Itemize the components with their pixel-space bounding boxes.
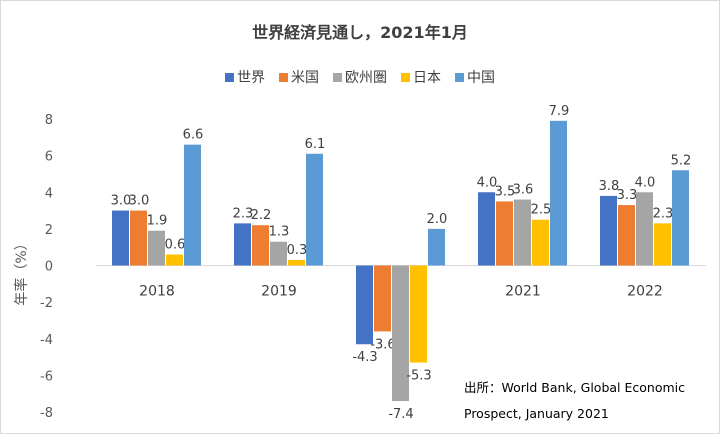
legend-swatch xyxy=(279,72,288,82)
data-label: 2.3 xyxy=(233,206,254,221)
legend-item-1: 米国 xyxy=(279,67,319,87)
y-tick-label: -8 xyxy=(40,406,53,421)
x-tick-label: 2022 xyxy=(627,284,663,300)
bar xyxy=(392,265,409,402)
y-tick-label: 2 xyxy=(45,223,53,238)
bar xyxy=(618,205,635,266)
y-tick-label: 0 xyxy=(45,260,53,275)
data-label: 0.3 xyxy=(287,243,308,258)
data-label: 4.0 xyxy=(477,175,498,190)
chart-legend: 世界 米国 欧州圏 日本 中国 xyxy=(1,67,719,87)
data-label: 3.3 xyxy=(617,188,638,203)
legend-label: 欧州圏 xyxy=(345,70,387,86)
legend-label: 日本 xyxy=(413,70,441,86)
bar xyxy=(306,153,323,266)
y-tick-label: -2 xyxy=(40,296,53,311)
data-label: -5.3 xyxy=(406,369,431,384)
data-label: 1.3 xyxy=(269,225,290,240)
legend-swatch xyxy=(455,72,464,82)
y-tick-label: -6 xyxy=(40,369,53,384)
bar xyxy=(478,192,495,266)
data-label: 2.3 xyxy=(653,206,674,221)
legend-swatch xyxy=(401,72,410,82)
bar xyxy=(428,228,445,266)
data-label: 0.6 xyxy=(165,238,186,253)
data-label: 7.9 xyxy=(549,104,570,119)
legend-item-0: 世界 xyxy=(225,67,265,87)
bar xyxy=(636,192,653,266)
bar xyxy=(514,199,531,266)
legend-swatch xyxy=(333,72,342,82)
data-label: -3.6 xyxy=(370,337,395,352)
y-tick-label: 6 xyxy=(45,150,53,165)
legend-item-2: 欧州圏 xyxy=(333,67,387,87)
bar xyxy=(148,230,165,266)
data-label: 5.2 xyxy=(671,153,692,168)
legend-label: 世界 xyxy=(237,70,265,86)
data-label: -7.4 xyxy=(388,407,413,422)
bar xyxy=(496,201,513,266)
data-label: 3.5 xyxy=(495,184,516,199)
bar xyxy=(130,210,147,266)
data-label: 2.5 xyxy=(531,203,552,218)
bar xyxy=(550,120,567,266)
bar xyxy=(374,265,391,332)
data-label: 3.8 xyxy=(599,179,620,194)
legend-swatch xyxy=(225,72,234,82)
source-line-1: 出所：World Bank, Global Economic xyxy=(464,380,685,395)
bar xyxy=(270,241,287,266)
bar xyxy=(532,219,549,266)
data-label: 2.0 xyxy=(427,212,448,227)
data-label: 6.1 xyxy=(305,137,326,152)
data-label: -4.3 xyxy=(352,350,377,365)
bar xyxy=(600,195,617,266)
y-tick-label: -4 xyxy=(40,333,53,348)
bar xyxy=(252,225,269,266)
x-tick-label: 2019 xyxy=(261,284,297,300)
data-label: 3.6 xyxy=(513,183,534,198)
bar xyxy=(356,265,373,345)
data-label: 6.6 xyxy=(183,128,204,143)
x-tick-label: 2018 xyxy=(139,284,175,300)
x-tick-label: 2021 xyxy=(505,284,541,300)
data-label: 4.0 xyxy=(635,175,656,190)
source-line-2: Prospect, January 2021 xyxy=(464,406,609,421)
bar xyxy=(288,260,305,266)
source-note: 出所：World Bank, Global Economic Prospect,… xyxy=(464,375,685,427)
bar xyxy=(410,265,427,363)
bar xyxy=(672,170,689,266)
bar xyxy=(654,223,671,266)
bar xyxy=(184,144,201,266)
data-label: 3.0 xyxy=(129,194,150,209)
data-label: 1.9 xyxy=(147,214,168,229)
bar xyxy=(112,210,129,266)
legend-label: 米国 xyxy=(291,70,319,86)
legend-label: 中国 xyxy=(467,70,495,86)
bar xyxy=(166,254,183,266)
legend-item-4: 中国 xyxy=(455,67,495,87)
y-tick-label: 8 xyxy=(45,113,53,128)
bar xyxy=(234,223,251,266)
legend-item-3: 日本 xyxy=(401,67,441,87)
y-tick-label: 4 xyxy=(45,186,53,201)
chart-title: 世界経済見通し，2021年1月 xyxy=(252,23,468,42)
data-label: 2.2 xyxy=(251,208,272,223)
data-label: 3.0 xyxy=(111,194,132,209)
